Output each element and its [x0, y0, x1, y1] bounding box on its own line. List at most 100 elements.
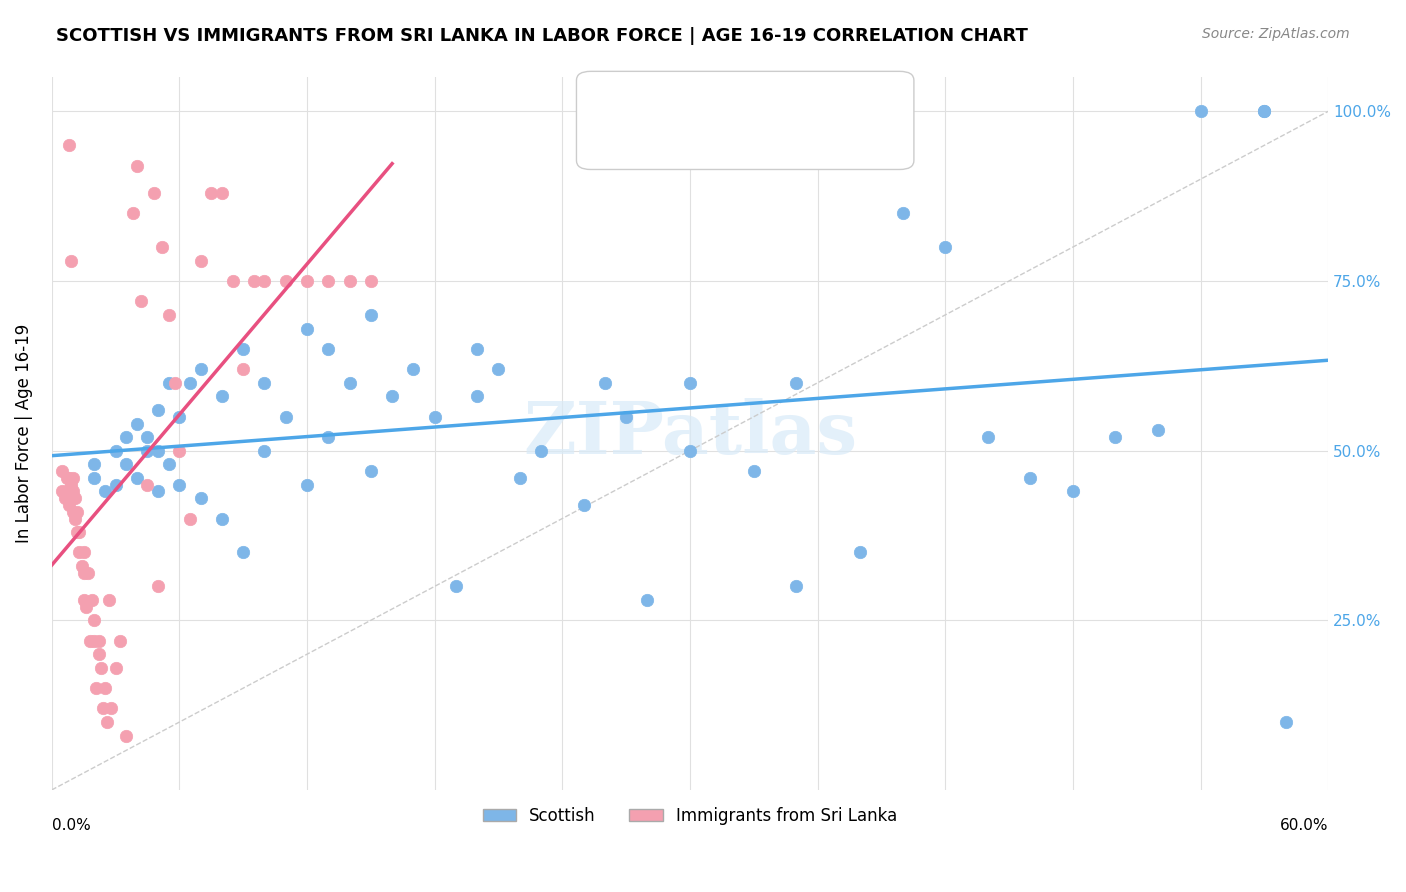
- Point: [136, 443, 159, 458]
- Point: [86, 681, 108, 695]
- Point: [636, 593, 658, 607]
- Point: [179, 376, 201, 390]
- Point: [82, 593, 104, 607]
- Point: [891, 206, 914, 220]
- Point: [977, 430, 1000, 444]
- Point: [146, 443, 169, 458]
- Point: [530, 443, 553, 458]
- Point: [125, 471, 148, 485]
- Point: [165, 376, 187, 390]
- Point: [360, 464, 382, 478]
- Point: [125, 417, 148, 431]
- Y-axis label: In Labor Force | Age 16-19: In Labor Force | Age 16-19: [15, 324, 32, 543]
- Point: [785, 376, 807, 390]
- Point: [146, 579, 169, 593]
- Point: [55, 471, 77, 485]
- Point: [73, 593, 96, 607]
- Point: [1274, 714, 1296, 729]
- Point: [679, 376, 702, 390]
- Point: [51, 464, 73, 478]
- Point: [108, 633, 131, 648]
- Point: [169, 477, 191, 491]
- Point: [98, 593, 121, 607]
- Point: [381, 389, 404, 403]
- Point: [316, 342, 339, 356]
- Point: [104, 661, 127, 675]
- Point: [295, 477, 318, 491]
- Point: [465, 389, 488, 403]
- Point: [96, 714, 118, 729]
- Text: Source: ZipAtlas.com: Source: ZipAtlas.com: [1202, 27, 1350, 41]
- Point: [316, 274, 339, 288]
- Point: [423, 409, 446, 424]
- Point: [200, 186, 222, 200]
- Point: [104, 477, 127, 491]
- Point: [179, 511, 201, 525]
- Point: [253, 274, 276, 288]
- Point: [70, 559, 93, 574]
- Point: [402, 362, 425, 376]
- Point: [91, 701, 114, 715]
- Point: [90, 661, 112, 675]
- Point: [1019, 471, 1042, 485]
- Text: 0.0%: 0.0%: [52, 819, 90, 833]
- Point: [295, 321, 318, 335]
- Text: N = 67: N = 67: [773, 129, 835, 147]
- Point: [58, 484, 80, 499]
- Point: [253, 376, 276, 390]
- Point: [87, 647, 110, 661]
- Point: [83, 613, 105, 627]
- Point: [100, 701, 122, 715]
- Point: [274, 274, 297, 288]
- Point: [190, 491, 212, 505]
- Point: [62, 471, 84, 485]
- Point: [1062, 484, 1084, 499]
- Point: [58, 471, 80, 485]
- Point: [169, 443, 191, 458]
- Point: [253, 443, 276, 458]
- Text: R = 0.554: R = 0.554: [626, 96, 716, 114]
- Point: [316, 430, 339, 444]
- Point: [59, 253, 82, 268]
- Point: [465, 342, 488, 356]
- Point: [232, 362, 254, 376]
- Point: [360, 274, 382, 288]
- Point: [73, 566, 96, 580]
- Point: [211, 186, 233, 200]
- Point: [63, 511, 86, 525]
- Point: [339, 274, 361, 288]
- Point: [83, 633, 105, 648]
- Text: N = 65: N = 65: [773, 96, 835, 114]
- Point: [62, 491, 84, 505]
- Point: [593, 376, 616, 390]
- Text: ■: ■: [605, 96, 626, 116]
- Point: [62, 484, 84, 499]
- Point: [66, 524, 89, 539]
- Point: [157, 457, 180, 471]
- Point: [742, 464, 765, 478]
- Point: [58, 498, 80, 512]
- Point: [1189, 104, 1212, 119]
- Point: [58, 138, 80, 153]
- Point: [274, 409, 297, 424]
- Point: [360, 308, 382, 322]
- Point: [136, 430, 159, 444]
- Point: [104, 443, 127, 458]
- Point: [59, 491, 82, 505]
- Point: [1104, 430, 1126, 444]
- Point: [1253, 104, 1275, 119]
- Point: [211, 511, 233, 525]
- Point: [83, 457, 105, 471]
- Point: [190, 253, 212, 268]
- Point: [572, 498, 595, 512]
- Point: [66, 505, 89, 519]
- Text: 60.0%: 60.0%: [1279, 819, 1329, 833]
- Point: [1147, 423, 1170, 437]
- Point: [444, 579, 467, 593]
- Point: [142, 186, 165, 200]
- Text: SCOTTISH VS IMMIGRANTS FROM SRI LANKA IN LABOR FORCE | AGE 16-19 CORRELATION CHA: SCOTTISH VS IMMIGRANTS FROM SRI LANKA IN…: [56, 27, 1028, 45]
- Point: [59, 477, 82, 491]
- Point: [136, 477, 159, 491]
- Point: [169, 409, 191, 424]
- Point: [67, 524, 90, 539]
